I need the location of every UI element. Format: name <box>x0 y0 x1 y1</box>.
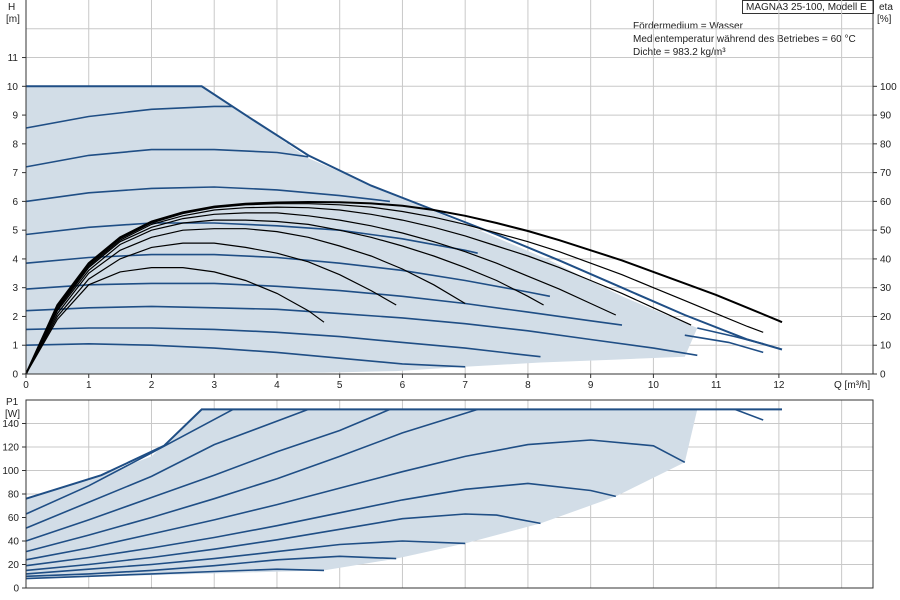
efficiency-curve <box>25 228 466 375</box>
flow-tick-label: 4 <box>274 380 280 391</box>
power-tick-label: 80 <box>8 490 20 501</box>
head-curve <box>25 342 466 368</box>
info-density: Dichte = 983.2 kg/m³ <box>633 47 726 58</box>
flow-tick-label: 0 <box>23 380 29 391</box>
info-box: Fördermedium = Wasser Medientemperatur w… <box>633 20 856 59</box>
head-tick-label: 0 <box>12 370 18 381</box>
power-tick-label: 20 <box>8 560 20 571</box>
head-tick-label: 1 <box>12 341 18 352</box>
efficiency-tick-label: 50 <box>880 226 892 237</box>
power-curve <box>25 408 234 515</box>
efficiency-axis-label: eta <box>879 2 893 13</box>
head-curve <box>697 327 764 345</box>
power-curve <box>25 540 466 575</box>
power-tick-label: 60 <box>8 513 20 524</box>
flow-tick-label: 11 <box>711 380 722 391</box>
power-curve <box>25 408 391 542</box>
efficiency-curve <box>25 267 325 375</box>
power-tick-label: 120 <box>2 443 19 454</box>
efficiency-tick-label: 20 <box>880 312 892 323</box>
power-tick-label: 100 <box>2 466 19 477</box>
head-envelope-area <box>26 86 698 375</box>
power-curve <box>25 555 397 578</box>
efficiency-tick-label: 30 <box>880 283 892 294</box>
flow-tick-label: 10 <box>648 380 660 391</box>
efficiency-curve <box>25 203 764 375</box>
power-curves <box>25 408 782 580</box>
power-curve <box>25 408 478 553</box>
head-axis-label: H <box>8 2 15 13</box>
head-tick-label: 4 <box>12 254 18 265</box>
head-tick-label: 7 <box>12 168 18 179</box>
efficiency-curve <box>25 219 544 375</box>
head-tick-label: 11 <box>8 53 19 64</box>
head-tick-label: 5 <box>12 226 18 237</box>
head-tick-label: 9 <box>12 111 18 122</box>
efficiency-tick-label: 60 <box>880 197 892 208</box>
head-tick-label: 6 <box>12 197 18 208</box>
power-tick-label: 40 <box>8 537 20 548</box>
head-curve <box>684 334 764 354</box>
efficiency-tick-label: 0 <box>880 370 886 381</box>
power-axes: 0 20 40 60 80 100 120 140 <box>2 399 874 595</box>
efficiency-tick-label: 90 <box>880 111 892 122</box>
head-axes: 0 1 2 3 4 5 6 7 8 9 10 11 12012345678910110102030405… <box>7 0 897 391</box>
head-curve <box>25 105 233 129</box>
efficiency-tick-label: 10 <box>880 341 892 352</box>
power-axis-unit: [W] <box>5 409 20 420</box>
efficiency-axis-unit: [%] <box>877 14 892 25</box>
efficiency-curve <box>25 206 692 375</box>
efficiency-curve <box>25 212 617 375</box>
power-curve <box>25 408 309 529</box>
power-curve <box>25 513 541 572</box>
head-curve <box>25 186 390 203</box>
efficiency-tick-label: 40 <box>880 254 892 265</box>
head-curve <box>25 222 478 254</box>
power-curve <box>25 568 325 580</box>
flow-tick-label: 1 <box>86 380 92 391</box>
flow-tick-label: 12 <box>773 380 785 391</box>
head-envelope <box>26 86 698 375</box>
head-curves <box>25 85 783 368</box>
info-medium: Fördermedium = Wasser <box>633 21 743 32</box>
efficiency-curve <box>25 200 783 375</box>
power-curve <box>734 408 764 421</box>
head-curve <box>25 253 551 298</box>
flow-tick-label: 9 <box>588 380 594 391</box>
head-chart: 0 1 2 3 4 5 6 7 8 9 10 11 12012345678910110102030405… <box>6 0 897 391</box>
flow-tick-label: 7 <box>462 380 468 391</box>
info-temperature: Medientemperatur während des Betriebes =… <box>633 34 856 45</box>
efficiency-curve <box>25 242 397 375</box>
flow-tick-label: 2 <box>149 380 155 391</box>
power-chart: 0 20 40 60 80 100 120 140 P1 [W] <box>2 397 874 595</box>
efficiency-tick-label: 70 <box>880 168 892 179</box>
power-tick-label: 140 <box>2 419 19 430</box>
efficiency-tick-label: 100 <box>880 82 897 93</box>
head-curve <box>25 282 623 326</box>
flow-tick-label: 5 <box>337 380 343 391</box>
head-curve <box>26 85 783 351</box>
head-curve <box>25 148 309 168</box>
flow-axis-label: Q [m³/h] <box>834 380 870 391</box>
head-curve <box>25 305 698 357</box>
power-envelope-area <box>26 409 698 579</box>
flow-tick-label: 6 <box>400 380 406 391</box>
power-curve <box>25 482 616 567</box>
head-curve <box>25 327 541 358</box>
flow-tick-label: 3 <box>211 380 217 391</box>
head-tick-label: 2 <box>12 312 18 323</box>
head-tick-label: 8 <box>12 139 18 150</box>
power-envelope <box>26 409 698 579</box>
head-axis-unit: [m] <box>6 14 20 25</box>
head-tick-label: 3 <box>12 283 18 294</box>
head-tick-label: 10 <box>7 82 19 93</box>
efficiency-curves <box>25 200 783 375</box>
power-curve <box>25 439 686 561</box>
power-tick-label: 0 <box>13 584 19 595</box>
flow-tick-label: 8 <box>525 380 531 391</box>
power-axis-label: P1 <box>6 397 19 408</box>
efficiency-tick-label: 80 <box>880 139 892 150</box>
